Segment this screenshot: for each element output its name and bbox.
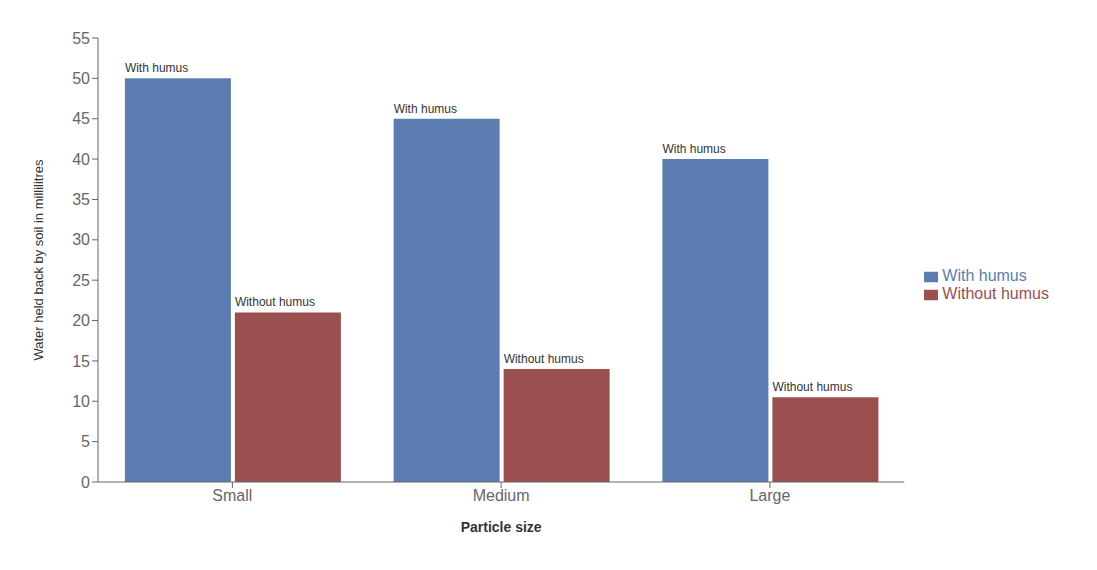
svg-text:40: 40 — [72, 151, 90, 168]
svg-text:30: 30 — [72, 231, 90, 248]
svg-text:55: 55 — [72, 30, 90, 47]
svg-text:With humus: With humus — [662, 142, 725, 156]
svg-text:Water held back by soil in mil: Water held back by soil in millilitres — [31, 159, 46, 361]
svg-text:Without humus: Without humus — [504, 352, 584, 366]
svg-text:35: 35 — [72, 191, 90, 208]
html-text:With humus: With humus — [942, 267, 1027, 284]
svg-text:15: 15 — [72, 353, 90, 370]
svg-text:With humus: With humus — [125, 61, 188, 75]
svg-text:Large: Large — [749, 487, 790, 504]
svg-text:0: 0 — [81, 474, 90, 491]
html-text:Without humus: Without humus — [942, 285, 1049, 302]
svg-text:5: 5 — [81, 433, 90, 450]
svg-text:Without humus: Without humus — [772, 380, 852, 394]
svg-text:25: 25 — [72, 272, 90, 289]
svg-text:Without humus: Without humus — [235, 295, 315, 309]
svg-text:50: 50 — [72, 70, 90, 87]
svg-text:With humus: With humus — [394, 102, 457, 116]
svg-text:20: 20 — [72, 312, 90, 329]
svg-text:45: 45 — [72, 110, 90, 127]
svg-text:Medium: Medium — [473, 487, 530, 504]
svg-text:Small: Small — [212, 487, 252, 504]
svg-text:Particle size: Particle size — [461, 519, 542, 535]
svg-text:10: 10 — [72, 393, 90, 410]
